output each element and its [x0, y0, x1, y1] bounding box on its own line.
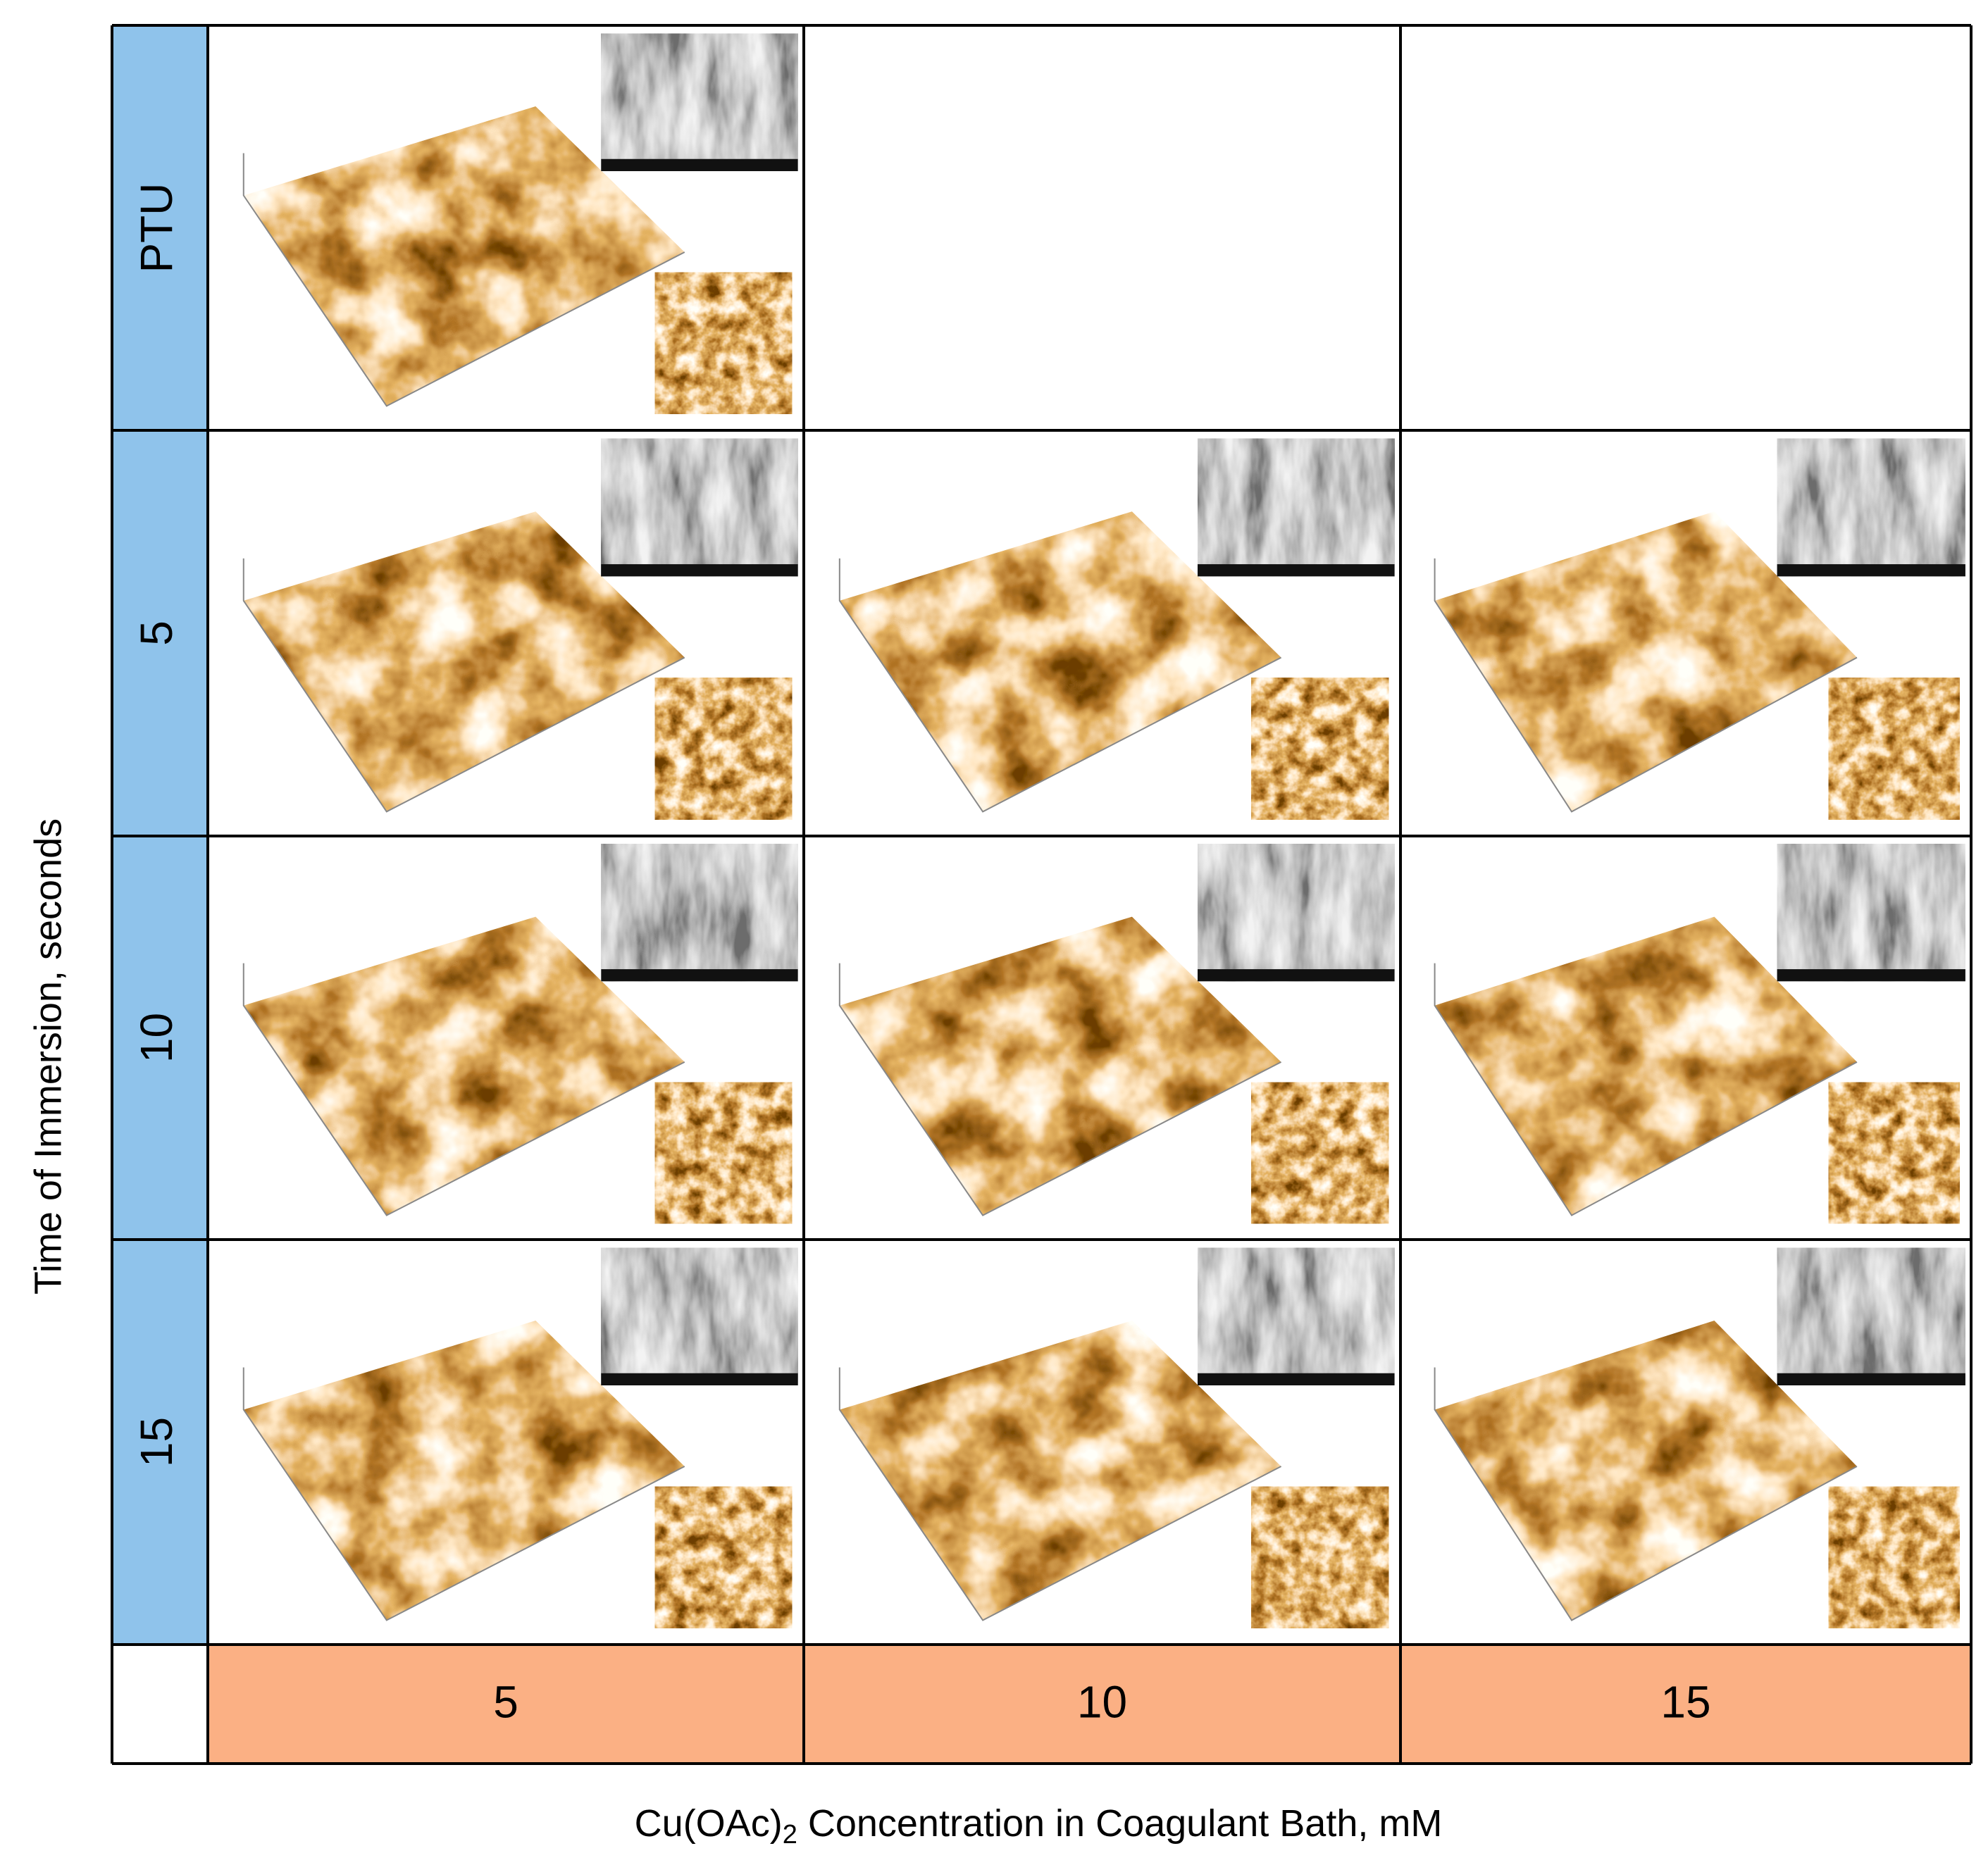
sem-image [1198, 1247, 1395, 1385]
sem-image [1198, 844, 1395, 982]
row-label-cell [112, 25, 208, 430]
micrograph-panel [1434, 844, 1965, 1224]
sem-info-bar [1198, 969, 1395, 982]
sem-image [601, 1247, 798, 1385]
sem-info-bar [1777, 564, 1965, 577]
row-label: PTU [131, 183, 182, 273]
column-label: 5 [493, 1676, 518, 1727]
afm-2d-image [654, 1082, 793, 1224]
afm-2d-image [654, 678, 793, 820]
sem-info-bar [1198, 564, 1395, 577]
sem-info-bar [1198, 1373, 1395, 1385]
afm-2d-image [1251, 1082, 1389, 1224]
afm-2d-image [1828, 1082, 1960, 1224]
afm-axis [838, 1367, 1282, 1621]
x-axis-title-main: Cu(OAc) [635, 1802, 783, 1845]
afm-2d-image [1251, 678, 1389, 820]
sem-image [601, 438, 798, 577]
x-axis-title-subscript: 2 [783, 1820, 797, 1850]
afm-axis [242, 963, 685, 1216]
micrograph-panel [242, 844, 798, 1224]
afm-axis [1434, 558, 1858, 813]
column-label: 10 [1077, 1676, 1127, 1727]
afm-axis [838, 963, 1282, 1216]
afm-2d-image [1251, 1486, 1389, 1628]
sem-info-bar [1777, 969, 1965, 982]
x-axis-title-rest: Concentration in Coagulant Bath, mM [797, 1802, 1443, 1845]
afm-2d-image [1828, 1486, 1960, 1628]
sem-info-bar [601, 1373, 798, 1385]
sem-image [601, 33, 798, 171]
afm-axis [1434, 1367, 1858, 1621]
micrograph-panel [838, 1247, 1395, 1628]
column-label-cell [804, 1645, 1400, 1764]
afm-axis [242, 1367, 685, 1621]
row-label-cell [112, 430, 208, 836]
afm-2d-image [654, 272, 793, 414]
column-label-cell [208, 1645, 804, 1764]
sem-info-bar [601, 564, 798, 577]
afm-axis [838, 558, 1282, 813]
row-label: 5 [131, 620, 182, 646]
sem-image [1777, 1247, 1965, 1385]
sem-image [1777, 438, 1965, 577]
micrograph-panel [242, 1247, 798, 1628]
sem-info-bar [1777, 1373, 1965, 1385]
afm-axis [242, 153, 685, 407]
micrograph-panel [838, 438, 1395, 820]
afm-2d-image [654, 1486, 793, 1628]
sem-info-bar [601, 969, 798, 982]
micrograph-panel [242, 33, 798, 414]
afm-2d-image [1828, 678, 1960, 820]
micrograph-panel [838, 844, 1395, 1224]
sem-image [1777, 844, 1965, 982]
micrograph-panel [1434, 438, 1965, 820]
sem-info-bar [601, 158, 798, 171]
micrograph-panel [242, 438, 798, 820]
sem-image [601, 844, 798, 982]
afm-axis [1434, 963, 1858, 1216]
y-axis-title: Time of Immersion, seconds [27, 818, 69, 1295]
row-label: 10 [131, 1013, 182, 1063]
row-label: 15 [131, 1417, 182, 1467]
row-label-cell [112, 1240, 208, 1645]
sem-image [1198, 438, 1395, 577]
column-label: 15 [1660, 1676, 1710, 1727]
afm-axis [242, 558, 685, 813]
x-axis-title: Cu(OAc)2 Concentration in Coagulant Bath… [635, 1802, 1443, 1850]
micrograph-panel [1434, 1247, 1965, 1628]
column-label-cell [1400, 1645, 1971, 1764]
row-label-cell [112, 836, 208, 1240]
